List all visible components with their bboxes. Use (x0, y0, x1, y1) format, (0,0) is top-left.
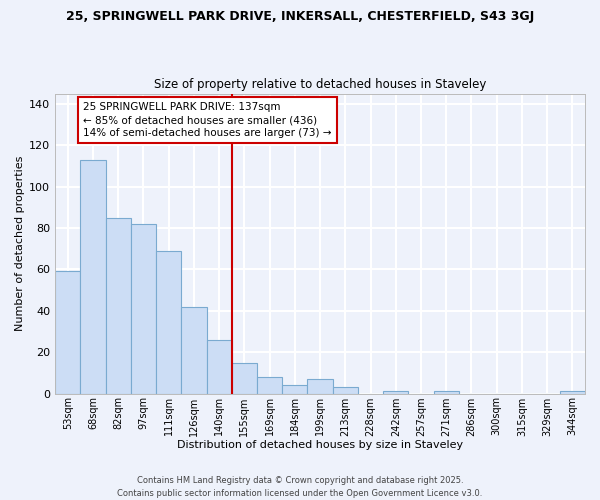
Bar (257, 377, 282, 394)
Bar (80, 160, 106, 394)
Text: 25 SPRINGWELL PARK DRIVE: 137sqm
← 85% of detached houses are smaller (436)
14% : 25 SPRINGWELL PARK DRIVE: 137sqm ← 85% o… (83, 102, 331, 138)
Text: 25, SPRINGWELL PARK DRIVE, INKERSALL, CHESTERFIELD, S43 3GJ: 25, SPRINGWELL PARK DRIVE, INKERSALL, CH… (66, 10, 534, 23)
Bar (560, 392, 585, 394)
X-axis label: Distribution of detached houses by size in Staveley: Distribution of detached houses by size … (177, 440, 463, 450)
Bar (332, 388, 358, 394)
Text: Contains HM Land Registry data © Crown copyright and database right 2025.
Contai: Contains HM Land Registry data © Crown c… (118, 476, 482, 498)
Bar (307, 379, 332, 394)
Bar (206, 340, 232, 394)
Bar (383, 392, 409, 394)
Bar (181, 306, 206, 394)
Bar (156, 251, 181, 394)
Bar (434, 392, 459, 394)
Bar (55, 272, 80, 394)
Title: Size of property relative to detached houses in Staveley: Size of property relative to detached ho… (154, 78, 486, 91)
Bar (131, 224, 156, 394)
Bar (232, 362, 257, 394)
Y-axis label: Number of detached properties: Number of detached properties (15, 156, 25, 331)
Bar (106, 218, 131, 394)
Bar (282, 386, 307, 394)
